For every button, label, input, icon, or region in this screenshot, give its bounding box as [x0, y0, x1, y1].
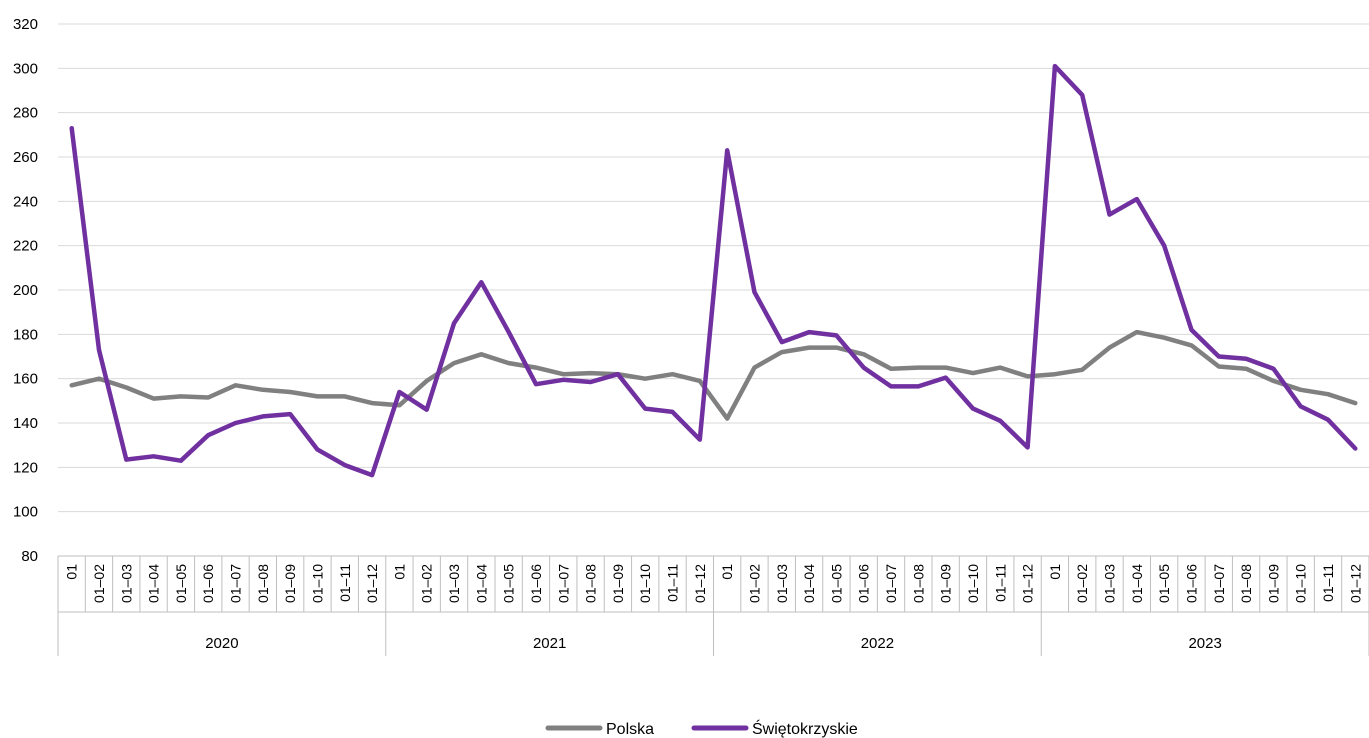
- x-tick-label: 01: [391, 564, 407, 580]
- y-tick-label: 140: [13, 415, 38, 432]
- x-tick-label: 01–05: [173, 564, 189, 603]
- y-tick-label: 80: [21, 548, 38, 565]
- x-tick-label: 01–06: [1183, 564, 1199, 603]
- y-tick-label: 200: [13, 282, 38, 299]
- year-label: 2022: [861, 635, 894, 652]
- legend: Polska Świętokrzyskie: [545, 719, 858, 738]
- x-tick-label: 01–02: [91, 564, 107, 603]
- x-axis: 01 01–02 01–03 01–04 01–05 01–06 01–07 01–08 01–…: [57, 556, 1369, 656]
- y-tick-label: 100: [13, 504, 38, 521]
- x-tick-label: 01–07: [883, 564, 899, 603]
- x-tick-label: 01–10: [1293, 564, 1309, 603]
- y-tick-label: 180: [13, 326, 38, 343]
- x-tick-label: 01–12: [692, 564, 708, 603]
- series-line-swietokrzyskie: [69, 63, 1358, 478]
- x-tick-label: 01–05: [501, 564, 517, 603]
- x-tick-label: 01–06: [528, 564, 544, 603]
- x-tick-label: 01–09: [938, 564, 954, 603]
- x-tick-label: 01–03: [446, 564, 462, 603]
- y-tick-label: 280: [13, 105, 38, 122]
- x-tick-label: 01–04: [473, 564, 489, 603]
- x-tick-label: 01–02: [746, 564, 762, 603]
- x-tick-label: 01–12: [364, 564, 380, 603]
- x-tick-label: 01–08: [910, 564, 926, 603]
- year-label: 2021: [533, 635, 566, 652]
- x-tick-label: 01–08: [583, 564, 599, 603]
- x-tick-label: 01–11: [1320, 564, 1336, 602]
- x-tick-label: 01: [719, 564, 735, 580]
- gridlines: [58, 23, 1369, 557]
- x-tick-label: 01–11: [665, 564, 681, 602]
- x-tick-label: 01: [64, 564, 80, 580]
- y-axis-ticks: 80 100 120 140 160 180 200 220 240 260 280 300 320: [13, 16, 38, 565]
- x-tick-label: 01–12: [1347, 564, 1363, 603]
- x-tick-label: 01–04: [1129, 564, 1145, 603]
- x-tick-label: 01–07: [1211, 564, 1227, 603]
- x-tick-label: 01–07: [228, 564, 244, 603]
- x-tick-label: 01–03: [774, 564, 790, 603]
- year-label: 2023: [1188, 635, 1221, 652]
- x-tick-label: 01–07: [555, 564, 571, 603]
- legend-label: Polska: [606, 721, 654, 738]
- x-tick-label: 01–09: [610, 564, 626, 603]
- x-tick-label: 01–06: [200, 564, 216, 603]
- x-tick-label: 01–10: [965, 564, 981, 603]
- x-tick-label: 01–10: [309, 564, 325, 603]
- y-tick-label: 320: [13, 16, 38, 33]
- x-tick-label: 01–04: [801, 564, 817, 603]
- y-tick-label: 220: [13, 238, 38, 255]
- x-tick-label: 01–02: [1074, 564, 1090, 603]
- x-tick-label: 01–09: [282, 564, 298, 603]
- x-tick-label: 01–11: [992, 564, 1008, 602]
- x-tick-label: 01–03: [1102, 564, 1118, 603]
- x-tick-label: 01: [1047, 564, 1063, 580]
- x-tick-label: 01–05: [1156, 564, 1172, 603]
- x-tick-label: 01–11: [337, 564, 353, 602]
- x-tick-label: 01–09: [1265, 564, 1281, 603]
- x-tick-label: 01–02: [419, 564, 435, 603]
- x-tick-label: 01–08: [1238, 564, 1254, 603]
- x-tick-label: 01–12: [1020, 564, 1036, 603]
- y-tick-label: 300: [13, 60, 38, 77]
- legend-label: Świętokrzyskie: [752, 719, 858, 738]
- y-tick-label: 260: [13, 149, 38, 166]
- x-tick-label: 01–05: [828, 564, 844, 603]
- x-tick-label: 01–08: [255, 564, 271, 603]
- x-tick-label: 01–06: [856, 564, 872, 603]
- x-tick-label: 01–03: [118, 564, 134, 603]
- x-tick-label: 01–04: [146, 564, 162, 603]
- y-tick-label: 160: [13, 371, 38, 388]
- year-label: 2020: [205, 635, 238, 652]
- y-tick-label: 120: [13, 459, 38, 476]
- y-tick-label: 240: [13, 193, 38, 210]
- series-line-polska: [69, 329, 1358, 421]
- x-tick-label: 01–10: [637, 564, 653, 603]
- series-lines: [69, 63, 1358, 478]
